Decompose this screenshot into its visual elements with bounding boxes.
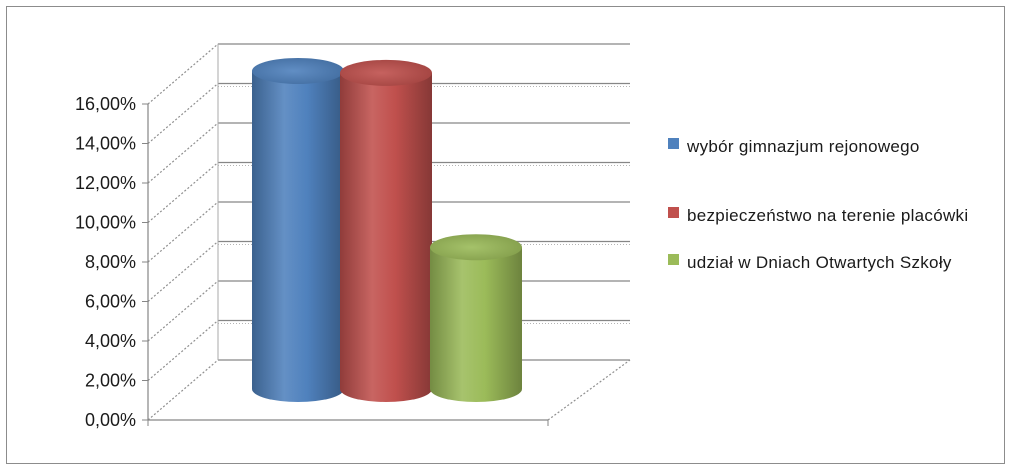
floor-diagonal bbox=[547, 359, 631, 421]
bar-top bbox=[430, 234, 522, 261]
y-tick-label: 2,00% bbox=[85, 371, 136, 391]
legend-swatch-green bbox=[668, 254, 679, 265]
chart-legend: wybór gimnazjum rejonowego bezpieczeństw… bbox=[668, 132, 1003, 295]
gridline-diagonal bbox=[147, 162, 219, 223]
gridline-diagonal bbox=[147, 280, 219, 342]
bar-body bbox=[340, 72, 432, 403]
gridline-diagonal bbox=[147, 241, 219, 302]
y-tick-label: 10,00% bbox=[75, 213, 136, 233]
y-tick-label: 12,00% bbox=[75, 173, 136, 193]
gridline-diagonal bbox=[147, 359, 219, 421]
bar-body bbox=[252, 70, 344, 402]
legend-swatch-blue bbox=[668, 138, 679, 149]
bar-body bbox=[430, 247, 522, 402]
legend-label: bezpieczeństwo na terenie placówki bbox=[687, 206, 969, 225]
gridline-diagonal bbox=[147, 43, 219, 105]
gridline-diagonal bbox=[147, 83, 219, 144]
bar-2 bbox=[430, 234, 522, 402]
legend-item: udział w Dniach Otwartych Szkoły bbox=[668, 248, 1003, 277]
y-tick-label: 6,00% bbox=[85, 292, 136, 312]
y-tick-label: 4,00% bbox=[85, 331, 136, 351]
legend-label: udział w Dniach Otwartych Szkoły bbox=[687, 253, 952, 272]
y-tick-label: 0,00% bbox=[85, 410, 136, 430]
bar-top bbox=[252, 57, 344, 84]
gridline-diagonal bbox=[147, 320, 219, 381]
legend-label: wybór gimnazjum rejonowego bbox=[687, 137, 920, 156]
y-tick-label: 8,00% bbox=[85, 252, 136, 272]
bar-0 bbox=[252, 57, 344, 402]
gridline-diagonal bbox=[147, 201, 219, 263]
bar-1 bbox=[340, 59, 432, 403]
legend-item: wybór gimnazjum rejonowego bbox=[668, 132, 1003, 161]
y-tick-label: 14,00% bbox=[75, 134, 136, 154]
bar-top bbox=[340, 59, 432, 86]
legend-item: bezpieczeństwo na terenie placówki bbox=[668, 201, 1003, 230]
gridline-diagonal bbox=[147, 122, 219, 184]
y-tick-label: 16,00% bbox=[75, 94, 136, 114]
legend-swatch-red bbox=[668, 207, 679, 218]
